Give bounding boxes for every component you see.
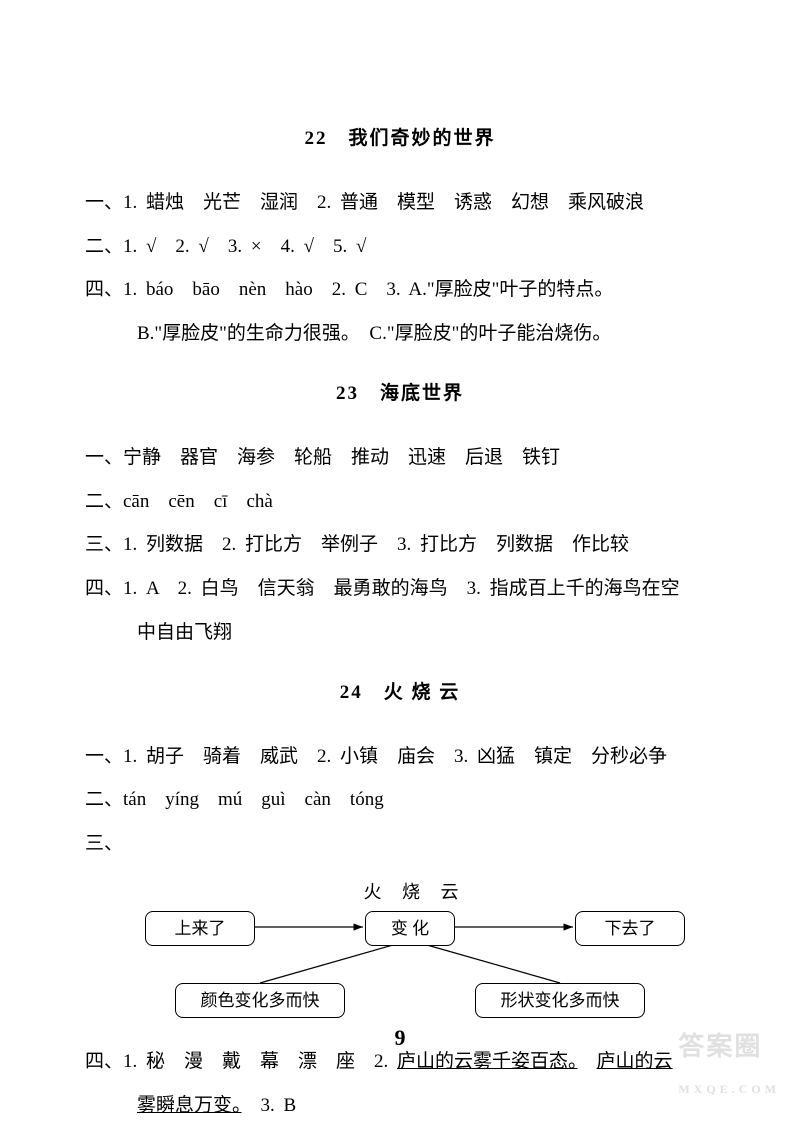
answer-line: 四、1. A 2. 白鸟 信天翁 最勇敢的海鸟 3. 指成百上千的海鸟在空 bbox=[85, 568, 715, 610]
answer-line: 中自由飞翔 bbox=[85, 612, 715, 654]
section-title: 23 海底世界 bbox=[85, 373, 715, 415]
answer-line: 一、1. 胡子 骑着 威武 2. 小镇 庙会 3. 凶猛 镇定 分秒必争 bbox=[85, 736, 715, 778]
page-content: 22 我们奇妙的世界一、1. 蜡烛 光芒 湿润 2. 普通 模型 诱惑 幻想 乘… bbox=[85, 118, 715, 1127]
diagram-node-left: 上来了 bbox=[145, 911, 255, 947]
answer-line: 一、1. 蜡烛 光芒 湿润 2. 普通 模型 诱惑 幻想 乘风破浪 bbox=[85, 182, 715, 224]
answer-line: 三、 bbox=[85, 823, 715, 865]
watermark-sub: MXQE.COM bbox=[678, 1076, 780, 1102]
answer-line: 三、1. 列数据 2. 打比方 举例子 3. 打比方 列数据 作比较 bbox=[85, 524, 715, 566]
answer-line: B."厚脸皮"的生命力很强。 C."厚脸皮"的叶子能治烧伤。 bbox=[85, 313, 715, 355]
answer-line: 二、tán yíng mú guì càn tóng bbox=[85, 779, 715, 821]
diagram-node-center: 变 化 bbox=[365, 911, 455, 947]
answer-line: 一、宁静 器官 海参 轮船 推动 迅速 后退 铁钉 bbox=[85, 437, 715, 479]
answer-line: 四、1. báo bāo nèn hào 2. C 3. A."厚脸皮"叶子的特… bbox=[85, 269, 715, 311]
diagram: 火 烧 云上来了变 化下去了颜色变化多而快形状变化多而快 bbox=[135, 873, 695, 1033]
diagram-node-right: 下去了 bbox=[575, 911, 685, 947]
watermark: 答案圈 MXQE.COM bbox=[678, 1018, 780, 1102]
watermark-main: 答案圈 bbox=[678, 1018, 780, 1075]
section-title: 24 火 烧 云 bbox=[85, 672, 715, 714]
section-title: 22 我们奇妙的世界 bbox=[85, 118, 715, 160]
answer-line: 雾瞬息万变。 3. B bbox=[85, 1085, 715, 1127]
answer-line: 二、1. √ 2. √ 3. × 4. √ 5. √ bbox=[85, 226, 715, 268]
answer-line: 二、cān cēn cī chà bbox=[85, 481, 715, 523]
